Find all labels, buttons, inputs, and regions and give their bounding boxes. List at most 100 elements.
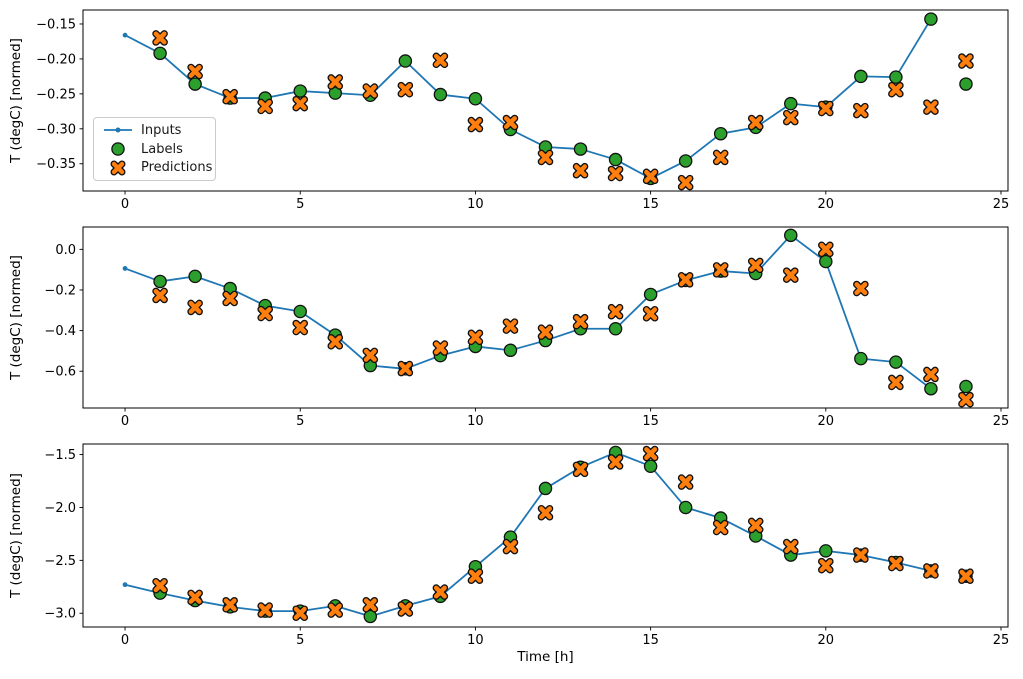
predictions-marker — [328, 335, 342, 349]
predictions-marker — [539, 151, 552, 164]
x-tick-label: 10 — [467, 414, 484, 429]
predictions-marker — [784, 268, 798, 282]
x-tick-label: 25 — [993, 414, 1010, 429]
x-tick-label: 20 — [818, 197, 835, 212]
legend-item-labels: Labels — [94, 140, 215, 159]
predictions-marker — [223, 292, 237, 305]
legend-label-labels: Labels — [141, 141, 183, 157]
axes-frame — [82, 443, 1009, 628]
legend-label-predictions: Predictions — [141, 160, 213, 176]
labels-marker — [188, 77, 202, 91]
predictions-marker — [504, 540, 517, 554]
labels-marker — [819, 254, 833, 269]
y-tick-label: −0.15 — [36, 17, 76, 32]
predictions-marker — [223, 90, 237, 104]
y-tick-label: −3.0 — [44, 607, 76, 622]
predictions-marker — [539, 325, 552, 339]
predictions-marker — [784, 540, 798, 554]
predictions-marker — [258, 99, 272, 113]
inputs-point — [122, 32, 128, 38]
predictions-marker — [153, 289, 167, 302]
predictions-marker — [889, 83, 903, 97]
labels-marker — [503, 343, 518, 358]
predictions-marker — [153, 31, 167, 45]
predictions-series — [152, 241, 974, 408]
predictions-marker — [433, 53, 447, 67]
labels-marker — [573, 142, 588, 156]
legend-label-inputs: Inputs — [141, 122, 182, 138]
labels-marker — [433, 87, 448, 102]
predictions-marker — [854, 548, 868, 562]
y-tick-label: −2.0 — [44, 501, 76, 516]
x-tick-label: 15 — [642, 414, 659, 429]
inputs-point — [122, 266, 128, 271]
predictions-marker — [504, 116, 517, 129]
predictions-marker — [188, 300, 202, 314]
predictions-marker — [959, 54, 973, 68]
predictions-marker — [293, 97, 307, 111]
labels-marker — [854, 351, 868, 366]
predictions-marker — [258, 603, 272, 617]
y-tick-label: −0.2 — [44, 283, 76, 298]
labels-marker — [363, 609, 378, 624]
predictions-marker — [714, 521, 728, 535]
predictions-marker — [784, 111, 798, 125]
y-tick-label: −1.5 — [44, 448, 76, 463]
predictions-marker — [749, 258, 763, 272]
predictions-marker — [539, 506, 552, 520]
y-axis-label-subplot-3: T (degC) [normed] — [8, 473, 24, 598]
predictions-marker — [293, 606, 307, 620]
labels-marker — [608, 152, 623, 167]
predictions-marker — [819, 559, 833, 573]
labels-marker — [889, 70, 903, 84]
predictions-series — [152, 30, 974, 191]
predictions-marker — [714, 151, 728, 164]
predictions-marker — [819, 242, 833, 256]
labels-marker — [889, 355, 903, 369]
predictions-marker — [889, 557, 903, 570]
predictions-marker — [398, 602, 412, 616]
y-tick-label: −0.35 — [36, 157, 76, 172]
legend-item-predictions: Predictions — [94, 158, 215, 177]
labels-marker — [959, 77, 973, 91]
labels-marker — [819, 544, 833, 558]
predictions-marker — [679, 273, 693, 287]
labels-marker — [153, 46, 167, 61]
x-tick-label: 0 — [121, 633, 129, 648]
y-tick-label: −2.5 — [44, 554, 76, 569]
predictions-marker — [433, 585, 447, 599]
predictions-marker — [679, 176, 693, 190]
predictions-marker — [819, 102, 833, 115]
predictions-marker — [609, 305, 623, 319]
labels-marker — [538, 481, 553, 496]
predictions-marker — [153, 579, 167, 593]
x-tick-label: 0 — [121, 197, 129, 212]
y-tick-label: −0.4 — [44, 324, 76, 339]
predictions-marker — [644, 169, 658, 183]
labels-marker — [153, 274, 167, 289]
predictions-marker — [924, 100, 938, 114]
y-axis-label-subplot-1: T (degC) [normed] — [8, 38, 24, 163]
x-tick-label: 10 — [467, 197, 484, 212]
predictions-marker — [679, 475, 693, 489]
labels-marker — [293, 84, 307, 98]
predictions-marker — [504, 319, 517, 333]
predictions-marker — [609, 455, 623, 469]
predictions-marker — [223, 598, 237, 612]
y-tick-label: −0.20 — [36, 52, 76, 67]
x-tick-label: 20 — [818, 414, 835, 429]
predictions-marker — [714, 263, 728, 277]
x-tick-label: 15 — [642, 197, 659, 212]
labels-marker — [713, 126, 728, 141]
predictions-marker — [188, 590, 202, 604]
x-tick-label: 10 — [467, 633, 484, 648]
predictions-marker — [574, 315, 587, 329]
predictions-marker — [574, 164, 587, 178]
predictions-marker — [959, 569, 973, 583]
labels-marker — [924, 381, 938, 396]
subplot-2: 0 5 10 15 20 25 0.0 −0.2 −0.4 −0.6 — [44, 226, 1010, 429]
predictions-marker — [363, 84, 377, 98]
predictions-marker — [959, 393, 973, 407]
labels-marker — [468, 92, 483, 106]
axes-frame — [82, 226, 1009, 409]
